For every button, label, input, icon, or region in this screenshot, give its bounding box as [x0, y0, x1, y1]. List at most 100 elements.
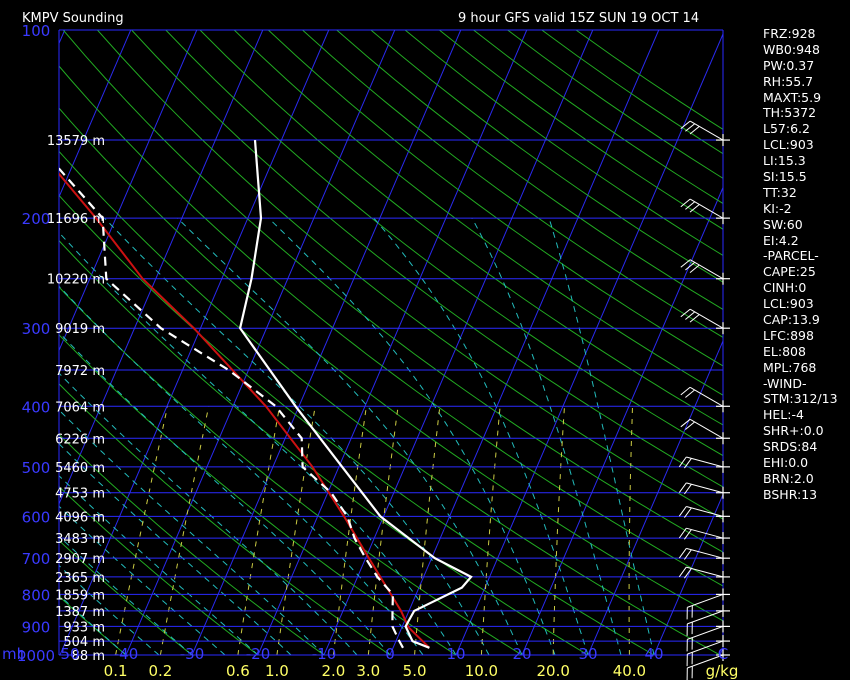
index-item: PW:0.37 [763, 57, 815, 73]
dry-adiabat [165, 30, 723, 457]
index-item: SRDS:84 [763, 439, 818, 455]
height-label: 10220 m [47, 273, 105, 288]
isobars [58, 29, 724, 656]
wind-barb-flag [678, 548, 687, 559]
index-item: WB0:948 [763, 41, 820, 57]
mixing-ratio-line [552, 406, 565, 655]
wind-barb-staff [687, 610, 724, 625]
wind-barb-flag [683, 568, 692, 579]
index-item: BRN:2.0 [763, 470, 814, 486]
index-item: LCL:903 [763, 137, 814, 153]
height-label: 6226 m [55, 432, 105, 447]
wind-barb-flag [680, 259, 691, 268]
wind-barb-flag [683, 507, 692, 518]
wind-barb-flag [683, 458, 692, 469]
pressure-unit-label: mb [2, 645, 26, 663]
index-item: LI:15.3 [763, 153, 806, 169]
mixing-ratio-line [367, 406, 399, 655]
wind-barb-staff [687, 640, 724, 655]
mixing-ratio-label: 10.0 [465, 662, 498, 680]
dry-adiabat [97, 30, 723, 520]
wind-barb-flag [683, 549, 692, 560]
height-label: 2907 m [55, 552, 105, 567]
height-label: 4096 m [55, 510, 105, 525]
index-item: CAPE:25 [763, 264, 816, 280]
height-label: 933 m [63, 620, 105, 635]
wind-barb-staff [686, 506, 724, 517]
index-item: EL:808 [763, 343, 806, 359]
wind-barbs [678, 120, 730, 680]
pressure-tick-label: 100 [22, 22, 51, 40]
temperature-tick-label: 50 [60, 645, 79, 663]
wind-barb-staff [686, 482, 724, 494]
profiles [59, 140, 473, 649]
isotherm [59, 30, 264, 506]
index-item: EHI:0.0 [763, 455, 809, 471]
temperature-tick-label: -40 [114, 645, 139, 663]
parcel-trace [59, 172, 431, 649]
isotherm [587, 339, 723, 655]
height-label: 9019 m [55, 322, 105, 337]
isotherm [125, 30, 396, 655]
height-label: 1859 m [55, 588, 105, 603]
index-item: SHR+:0.0 [763, 423, 824, 439]
mixing-ratio-label: 2.0 [321, 662, 345, 680]
wind-barb-staff [687, 593, 724, 608]
wind-barb-flag [680, 308, 691, 318]
isotherm [59, 30, 330, 655]
index-item: RH:55.7 [763, 73, 814, 89]
mixing-ratio-label: 0.1 [104, 662, 128, 680]
temperature-tick-label: 0 [385, 645, 395, 663]
pressure-tick-label: 1000 [17, 647, 55, 665]
height-label: 11696 m [47, 212, 105, 227]
wind-barb-flag [689, 126, 700, 135]
pressure-tick-label: 900 [22, 618, 51, 636]
height-label: 5460 m [55, 461, 105, 476]
wind-barb-flag [680, 386, 691, 396]
isotherm [653, 493, 723, 655]
pressure-tick-label: 700 [22, 550, 51, 568]
isotherm [257, 30, 528, 655]
moist-adiabat [59, 564, 160, 655]
moist-adiabat [59, 443, 292, 655]
isotherm [323, 30, 594, 655]
isotherm [521, 186, 723, 655]
mixing-ratio-label: 5.0 [403, 662, 427, 680]
isotherm [59, 30, 132, 199]
height-label: 1387 m [55, 605, 105, 620]
index-item: STM:312/13 [763, 391, 838, 407]
wind-barb-staff [686, 456, 724, 468]
index-item: MPL:768 [763, 359, 817, 375]
wind-barb-flag [685, 421, 696, 430]
dry-adiabat [62, 30, 723, 553]
index-item: LFC:898 [763, 327, 814, 343]
sounding-indices: FRZ:928 WB0:948 PW:0.37 RH:55.7 MAXT:5.9 TH:5… [763, 26, 838, 503]
wind-barb-flag [685, 123, 696, 132]
index-item: MAXT:5.9 [763, 89, 822, 105]
moist-adiabat [59, 231, 457, 655]
index-item: L57:6.2 [763, 121, 810, 137]
moist-adiabat [59, 594, 127, 655]
mixing-ratio-line [414, 406, 441, 655]
wind-barb-flag [678, 506, 687, 517]
temperature-tick-label: -20 [246, 645, 271, 663]
moist-adiabat [59, 505, 226, 655]
wind-barb-staff [686, 547, 724, 559]
height-label: 4753 m [55, 487, 105, 502]
wind-barb-flag [680, 120, 691, 129]
mixing-ratio-label: 1.0 [265, 662, 289, 680]
temperature-tick-label: -10 [312, 645, 337, 663]
temperature-tick-label: 20 [512, 645, 531, 663]
mixing-ratio-label: 40.0 [613, 662, 646, 680]
wind-barb-flag [680, 198, 691, 208]
wind-barb-flag [689, 314, 700, 323]
wind-barb-staff [689, 386, 724, 407]
mixing-ratio-unit: g/kg [706, 662, 739, 680]
pressure-tick-label: 300 [22, 320, 51, 338]
isotherm [59, 30, 198, 352]
dry-adiabat [59, 107, 723, 622]
wind-barb-flag [685, 262, 696, 271]
temperature-extra-label: C [718, 645, 728, 663]
wind-barb-flag [685, 311, 696, 320]
pressure-tick-label: 500 [22, 459, 51, 477]
